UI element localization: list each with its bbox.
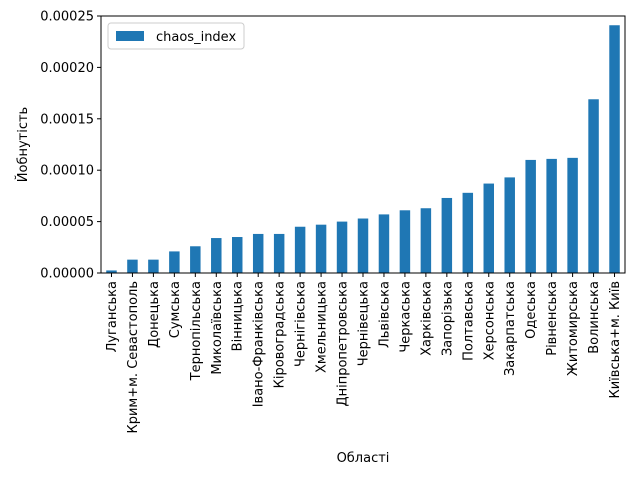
x-tick-label: Донецька: [147, 281, 162, 348]
x-tick-label: Херсонська: [482, 281, 497, 360]
y-tick-label: 0.00020: [40, 61, 94, 76]
y-tick-label: 0.00015: [40, 112, 94, 127]
x-tick-label: Житомирська: [566, 281, 581, 376]
bar: [420, 208, 432, 273]
x-tick-label: Івано-Франківська: [252, 281, 267, 407]
x-tick-label: Чернігівська: [294, 281, 309, 367]
legend-entry-label: chaos_index: [156, 30, 236, 45]
x-tick-label: Рівненська: [545, 281, 560, 356]
bar: [127, 259, 138, 273]
x-tick-label: Вінницька: [231, 281, 246, 351]
legend: chaos_index: [107, 22, 245, 50]
bar: [462, 192, 474, 273]
bar: [399, 210, 411, 273]
bar: [567, 157, 578, 273]
bar: [588, 99, 599, 274]
x-tick-label: Харківська: [419, 281, 434, 356]
ticks-group: Луганська Крим+м. Севастополь Донецька Сумс…: [40, 10, 623, 434]
x-tick-label: Сумська: [168, 281, 183, 338]
y-axis-label: Йобнутість: [15, 107, 31, 182]
x-tick-label: Чернівецька: [357, 281, 372, 366]
bar: [211, 238, 222, 273]
bar: [252, 233, 264, 273]
legend-swatch: [116, 31, 144, 41]
bar: [546, 158, 557, 273]
bar: [525, 159, 536, 273]
bar: [232, 237, 243, 273]
x-tick-label: Крим+м. Севастополь: [126, 281, 141, 434]
bar: [148, 259, 159, 273]
bar: [609, 25, 620, 273]
x-axis-label: Області: [337, 451, 390, 466]
bar: [106, 270, 117, 273]
bar: [294, 226, 306, 273]
y-tick-label: 0.00025: [40, 10, 94, 25]
x-tick-label: Запорізька: [440, 281, 455, 356]
x-tick-label: Хмельницька: [315, 281, 330, 373]
bars-group: [106, 25, 620, 274]
x-tick-label: Закарпатська: [503, 281, 518, 376]
bar: [190, 246, 201, 273]
legend-box: [107, 22, 245, 50]
x-tick-label: Волинська: [587, 281, 602, 354]
x-tick-label: Черкаська: [398, 281, 413, 353]
x-tick-label: Полтавська: [461, 281, 476, 361]
x-tick-label: Кіровоградська: [273, 281, 288, 388]
x-tick-label: Тернопільська: [189, 281, 204, 381]
x-tick-label: Миколаївська: [210, 281, 225, 375]
x-tick-label: Дніпропетровська: [336, 281, 351, 407]
bar: [441, 197, 453, 273]
x-tick-label: Київська+м. Київ: [608, 281, 623, 399]
bar: [169, 251, 180, 273]
bar: [273, 233, 285, 273]
bar: [315, 224, 327, 273]
bar: [336, 221, 348, 273]
bar: [357, 218, 369, 273]
bar: [483, 183, 494, 273]
y-tick-label: 0.00005: [40, 215, 94, 230]
bar: [378, 214, 390, 273]
axes-frame: [100, 15, 626, 274]
x-tick-label: Луганська: [105, 281, 120, 352]
y-tick-label: 0.00000: [40, 267, 94, 282]
x-tick-label: Львівська: [377, 281, 392, 348]
x-tick-label: Одеська: [524, 281, 539, 339]
y-tick-label: 0.00010: [40, 164, 94, 179]
bar: [504, 177, 515, 273]
